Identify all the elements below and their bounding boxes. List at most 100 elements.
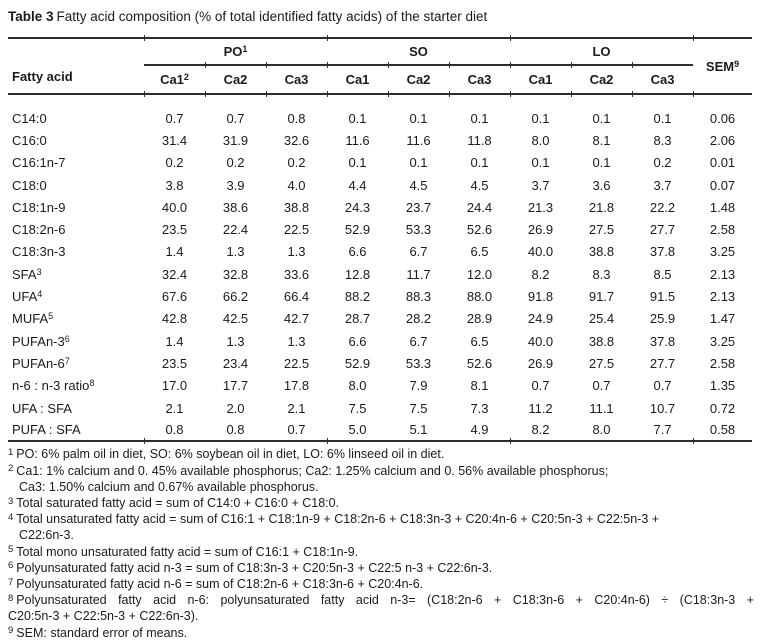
cell-value: 27.5 bbox=[588, 222, 615, 238]
cell-value: 22.4 bbox=[222, 222, 249, 238]
cell-value: 88.2 bbox=[344, 289, 371, 305]
rule-tick bbox=[692, 91, 694, 97]
row-label: C18:1n-9 bbox=[12, 199, 66, 215]
cell-value: 40.0 bbox=[527, 333, 554, 349]
cell-value: 24.9 bbox=[527, 311, 554, 327]
cell-value: 6.7 bbox=[409, 333, 428, 349]
cell-value: 11.2 bbox=[528, 400, 553, 416]
cell-value: 7.3 bbox=[470, 400, 489, 416]
rule-tick bbox=[448, 62, 450, 68]
cell-value: 0.07 bbox=[709, 177, 736, 193]
cell-value: 4.0 bbox=[287, 177, 306, 193]
superscript: 1 bbox=[242, 44, 248, 54]
rule-tick bbox=[631, 91, 633, 97]
table-row: C16:0 31.4 31.9 32.6 11.6 11.6 11.8 8.0 8.1 8.3 2.… bbox=[8, 129, 752, 151]
cell-value: 8.3 bbox=[592, 266, 611, 282]
cell-value: 11.6 bbox=[406, 132, 431, 148]
cell-value: 38.6 bbox=[222, 199, 249, 215]
cell-value: 32.4 bbox=[161, 266, 188, 282]
cell-value: 3.7 bbox=[653, 177, 672, 193]
cell-value: 22.2 bbox=[649, 199, 676, 215]
footnote-number: 2 bbox=[8, 463, 14, 475]
cell-value: 0.8 bbox=[165, 422, 184, 438]
table-row: PUFA : SFA 0.8 0.8 0.7 5.0 5.1 4.9 8.2 8.0 7.7 0.5… bbox=[8, 419, 752, 441]
cell-value: 28.9 bbox=[466, 311, 493, 327]
cell-value: 0.8 bbox=[226, 422, 245, 438]
cell-value: 91.7 bbox=[588, 289, 615, 305]
footnote-number: 3 bbox=[8, 495, 14, 507]
row-label: C16:0 bbox=[12, 132, 47, 148]
rule-tick bbox=[204, 62, 206, 68]
cell-value: 8.3 bbox=[653, 132, 672, 148]
cell-value: 12.0 bbox=[466, 266, 493, 282]
cell-value: 1.47 bbox=[709, 311, 736, 327]
table-row: UFA4 67.6 66.2 66.4 88.2 88.3 88.0 91.8 91.7 91.5… bbox=[8, 285, 752, 307]
cell-value: 88.0 bbox=[466, 289, 493, 305]
cell-value: 0.2 bbox=[653, 155, 672, 171]
column-header-ca1: Ca1 bbox=[327, 65, 388, 95]
cell-value: 1.3 bbox=[287, 333, 306, 349]
cell-value: 27.7 bbox=[649, 222, 676, 238]
cell-value: 0.7 bbox=[165, 110, 184, 126]
rule-tick bbox=[143, 438, 145, 445]
cell-value: 37.8 bbox=[649, 244, 676, 260]
footnote-line: 7 Polyunsaturated fatty acid n-6 = sum of… bbox=[8, 576, 424, 592]
footnote-line: 2 Ca1: 1% calcium and 0. 45% available ph… bbox=[8, 463, 609, 478]
cell-value: 38.8 bbox=[588, 244, 615, 260]
footnote-number: 4 bbox=[8, 511, 14, 523]
cell-value: 8.0 bbox=[592, 422, 611, 438]
row-label: n-6 : n-3 ratio8 bbox=[12, 378, 95, 394]
footnote-number: 7 bbox=[8, 576, 14, 588]
cell-value: 2.13 bbox=[709, 289, 736, 305]
rule-tick bbox=[570, 91, 572, 97]
cell-value: 66.4 bbox=[283, 289, 310, 305]
row-label: PUFAn-36 bbox=[12, 333, 70, 349]
rule-tick bbox=[448, 91, 450, 97]
superscript: 9 bbox=[734, 58, 740, 69]
row-label: MUFA5 bbox=[12, 311, 54, 327]
table-row: C14:0 0.7 0.7 0.8 0.1 0.1 0.1 0.1 0.1 0.1 0.06 bbox=[8, 107, 752, 129]
table-row: UFA : SFA 2.1 2.0 2.1 7.5 7.5 7.3 11.2 11.1 10.7 0… bbox=[8, 397, 752, 419]
footnote-number: 5 bbox=[8, 544, 14, 556]
row-label: C18:2n-6 bbox=[12, 222, 66, 238]
table-title: Table 3 Fatty acid composition (% of tota… bbox=[8, 8, 752, 26]
cell-value: 8.5 bbox=[653, 266, 672, 282]
cell-value: 24.4 bbox=[466, 199, 493, 215]
cell-value: 28.2 bbox=[405, 311, 432, 327]
row-label: UFA : SFA bbox=[12, 400, 72, 416]
superscript: 5 bbox=[48, 311, 54, 322]
cell-value: 22.5 bbox=[283, 355, 310, 371]
group-header-so: SO bbox=[327, 38, 510, 66]
footnote-line: 6 Polyunsaturated fatty acid n-3 = sum of… bbox=[8, 560, 493, 575]
cell-value: 8.1 bbox=[470, 378, 489, 394]
row-label: C18:0 bbox=[12, 177, 47, 193]
cell-value: 0.2 bbox=[226, 155, 245, 171]
cell-value: 0.58 bbox=[709, 422, 736, 438]
row-label: UFA4 bbox=[12, 289, 43, 305]
fatty-acid-table: Fatty acid PO1 SO LO SEM9 Ca12 Ca2 Ca3 Ca1 Ca2 Ca3… bbox=[8, 37, 753, 443]
table-number: Table 3 bbox=[8, 9, 54, 24]
cell-value: 6.7 bbox=[409, 244, 428, 260]
footnote-line: C22:6n-3. bbox=[19, 528, 74, 543]
cell-value: 2.1 bbox=[165, 400, 184, 416]
table-caption: Fatty acid composition (% of total ident… bbox=[56, 9, 488, 24]
cell-value: 0.1 bbox=[653, 110, 672, 126]
cell-value: 10.7 bbox=[649, 400, 676, 416]
row-label: PUFA : SFA bbox=[12, 422, 81, 438]
cell-value: 0.1 bbox=[592, 110, 611, 126]
cell-value: 23.5 bbox=[161, 355, 188, 371]
footnote-line: Ca3: 1.50% calcium and 0.67% available p… bbox=[19, 479, 319, 494]
cell-value: 0.1 bbox=[531, 155, 550, 171]
cell-value: 0.1 bbox=[409, 110, 428, 126]
footnote-line: C20:5n-3 + C22:5n-3 + C22:6n-3). bbox=[8, 609, 199, 624]
cell-value: 0.7 bbox=[653, 378, 672, 394]
cell-value: 21.3 bbox=[527, 199, 554, 215]
cell-value: 91.8 bbox=[527, 289, 554, 305]
header-group-row: Fatty acid PO1 SO LO SEM9 bbox=[8, 38, 753, 95]
cell-value: 2.1 bbox=[287, 400, 306, 416]
cell-value: 52.6 bbox=[466, 355, 493, 371]
footnote-number: 9 bbox=[8, 625, 14, 637]
cell-value: 0.1 bbox=[470, 155, 489, 171]
table-row: C18:1n-9 40.0 38.6 38.8 24.3 23.7 24.4 21.3 21.8… bbox=[8, 196, 752, 218]
cell-value: 37.8 bbox=[649, 333, 676, 349]
